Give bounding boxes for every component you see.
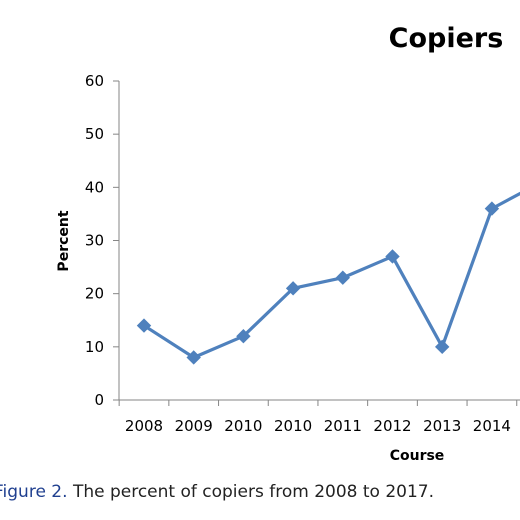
data-point-marker: [236, 328, 251, 344]
x-tick-label: 2010: [224, 417, 262, 435]
series-line: [142, 191, 520, 360]
caption-text: The percent of copiers from 2008 to 2017…: [72, 482, 435, 502]
y-tick-label: 20: [85, 285, 104, 303]
x-tick-label: 2013: [423, 417, 461, 435]
x-tick-label: 2010: [274, 417, 312, 435]
caption-label: Figure 2.: [0, 482, 68, 502]
x-tick-label: 2014: [473, 417, 511, 435]
data-point-marker: [434, 339, 450, 355]
chart-title: Copiers: [389, 23, 504, 54]
plot-area: [136, 191, 520, 365]
data-point-marker: [136, 318, 152, 333]
x-tick-label: 2008: [125, 417, 163, 435]
y-tick-label: 60: [85, 72, 104, 90]
x-tick-label: 2009: [175, 417, 213, 435]
x-axis: 2008200920102010201120122013201420152016: [118, 399, 520, 435]
data-point-marker: [484, 201, 500, 216]
y-axis: 0 10 20 30 40 50 60: [85, 72, 120, 409]
x-tick-label: 2011: [324, 417, 362, 435]
chart: Copiers 0 10 20 30 40 50 60 2008 2009 2010 2010 20…: [56, 23, 520, 464]
y-tick-label: 40: [85, 178, 104, 196]
y-axis-label: Percent: [56, 210, 72, 271]
data-point-marker: [335, 270, 351, 285]
y-tick-label: 50: [85, 125, 104, 143]
data-point-marker: [285, 281, 301, 296]
figure-caption: Figure 2. The percent of copiers from 20…: [0, 482, 434, 502]
data-point-marker: [186, 350, 201, 365]
y-tick-label: 0: [94, 391, 104, 409]
data-point-marker: [385, 249, 400, 264]
x-axis-label: Course: [390, 448, 445, 464]
x-tick-label: 2012: [373, 417, 411, 435]
y-tick-label: 10: [85, 338, 104, 356]
y-tick-label: 30: [85, 232, 104, 250]
